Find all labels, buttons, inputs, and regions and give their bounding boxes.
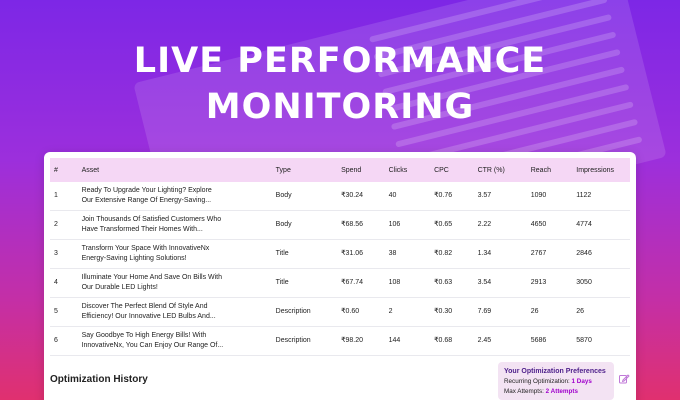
cell-ctr: 2.22 — [473, 210, 527, 240]
asset-line2: Have Transformed Their Homes With... — [81, 226, 203, 233]
cell-type: Body — [271, 182, 338, 211]
cell-impressions: 5870 — [572, 326, 630, 356]
cell-impressions: 2846 — [572, 239, 630, 269]
cell-index: 5 — [50, 297, 78, 327]
asset-line2: Our Durable LED Lights! — [81, 284, 158, 291]
cell-clicks: 2 — [384, 297, 431, 327]
cell-type: Description — [271, 326, 338, 356]
cell-type: Body — [271, 210, 338, 240]
optimization-preferences-box: Your Optimization Preferences Recurring … — [498, 362, 614, 400]
recurring-label: Recurring Optimization: — [504, 378, 570, 385]
table-row[interactable]: 3 Transform Your Space With InnovativeNx… — [50, 239, 630, 269]
cell-ctr: 3.57 — [473, 182, 527, 211]
cell-cpc: ₹0.65 — [430, 210, 474, 240]
optimization-history-title: Optimization History — [50, 374, 148, 385]
cell-spend: ₹31.06 — [337, 239, 385, 269]
cell-index: 3 — [50, 239, 78, 269]
table-row[interactable]: 4 Illuminate Your Home And Save On Bills… — [50, 268, 630, 298]
cell-ctr: 1.34 — [473, 239, 527, 269]
hero-title: LIVE PERFORMANCE MONITORING — [0, 38, 680, 130]
asset-line2: InnovativeNx, You Can Enjoy Our Range Of… — [81, 342, 224, 349]
hero-title-line2: MONITORING — [205, 87, 475, 127]
cell-asset: Ready To Upgrade Your Lighting? Explore O… — [77, 182, 272, 211]
cell-ctr: 2.45 — [473, 326, 527, 356]
cell-spend: ₹0.60 — [337, 297, 385, 327]
cell-spend: ₹68.56 — [337, 210, 385, 240]
cell-spend: ₹98.20 — [337, 326, 385, 356]
cell-index: 4 — [50, 268, 78, 298]
cell-cpc: ₹0.63 — [430, 268, 474, 298]
cell-ctr: 3.54 — [473, 268, 527, 298]
table-row[interactable]: 6 Say Goodbye To High Energy Bills! With… — [50, 326, 630, 356]
col-header-reach[interactable]: Reach — [530, 166, 551, 174]
asset-line1: Illuminate Your Home And Save On Bills W… — [81, 274, 223, 281]
cell-asset: Discover The Perfect Blend Of Style And E… — [77, 297, 272, 327]
table-row[interactable]: 5 Discover The Perfect Blend Of Style An… — [50, 297, 630, 327]
hero-title-line1: LIVE PERFORMANCE — [133, 41, 547, 81]
cell-impressions: 3050 — [572, 268, 630, 298]
recurring-optimization-line: Recurring Optimization: 1 Days — [504, 377, 608, 387]
asset-line1: Ready To Upgrade Your Lighting? Explore — [81, 187, 212, 194]
col-header-cpc[interactable]: CPC — [434, 166, 449, 174]
cell-reach: 2767 — [526, 239, 573, 269]
performance-card: # Asset Type Spend Clicks CPC CTR (%) Re… — [44, 152, 636, 400]
cell-type: Description — [271, 297, 338, 327]
cell-cpc: ₹0.82 — [430, 239, 474, 269]
cell-impressions: 1122 — [572, 182, 630, 211]
col-header-clicks[interactable]: Clicks — [388, 166, 408, 174]
cell-reach: 26 — [526, 297, 573, 327]
asset-line1: Join Thousands Of Satisfied Customers Wh… — [81, 216, 222, 223]
cell-ctr: 7.69 — [473, 297, 527, 327]
cell-type: Title — [271, 239, 338, 269]
cell-reach: 5686 — [526, 326, 573, 356]
asset-line1: Discover The Perfect Blend Of Style And — [81, 303, 208, 310]
cell-reach: 1090 — [526, 182, 573, 211]
cell-clicks: 144 — [384, 326, 431, 356]
cell-asset: Transform Your Space With InnovativeNx En… — [77, 239, 272, 269]
cell-clicks: 38 — [384, 239, 431, 269]
col-header-impressions[interactable]: Impressions — [576, 166, 614, 174]
cell-asset: Illuminate Your Home And Save On Bills W… — [77, 268, 272, 298]
cell-clicks: 106 — [384, 210, 431, 240]
cell-type: Title — [271, 268, 338, 298]
cell-index: 2 — [50, 210, 78, 240]
cell-clicks: 40 — [384, 182, 431, 211]
cell-clicks: 108 — [384, 268, 431, 298]
performance-table: # Asset Type Spend Clicks CPC CTR (%) Re… — [50, 158, 630, 356]
table-header-row: # Asset Type Spend Clicks CPC CTR (%) Re… — [50, 158, 630, 182]
asset-line1: Say Goodbye To High Energy Bills! With — [81, 332, 207, 339]
cell-spend: ₹67.74 — [337, 268, 385, 298]
col-header-index[interactable]: # — [54, 166, 58, 174]
cell-reach: 4650 — [526, 210, 573, 240]
cell-cpc: ₹0.30 — [430, 297, 474, 327]
cell-impressions: 4774 — [572, 210, 630, 240]
col-header-ctr[interactable]: CTR (%) — [477, 166, 505, 174]
cell-asset: Say Goodbye To High Energy Bills! With In… — [77, 326, 272, 356]
table-row[interactable]: 2 Join Thousands Of Satisfied Customers … — [50, 210, 630, 240]
cell-asset: Join Thousands Of Satisfied Customers Wh… — [77, 210, 272, 240]
cell-impressions: 26 — [572, 297, 630, 327]
max-attempts-line: Max Attempts: 2 Attempts — [504, 387, 608, 397]
cell-cpc: ₹0.68 — [430, 326, 474, 356]
preferences-title: Your Optimization Preferences — [504, 368, 606, 375]
cell-cpc: ₹0.76 — [430, 182, 474, 211]
col-header-type[interactable]: Type — [275, 166, 291, 174]
asset-line2: Efficiency! Our Innovative LED Bulbs And… — [81, 313, 216, 320]
cell-index: 6 — [50, 326, 78, 356]
recurring-value: 1 Days — [571, 378, 592, 385]
attempts-label: Max Attempts: — [504, 388, 544, 395]
cell-reach: 2913 — [526, 268, 573, 298]
col-header-spend[interactable]: Spend — [341, 166, 362, 174]
asset-line2: Our Extensive Range Of Energy-Saving... — [81, 197, 212, 204]
col-header-asset[interactable]: Asset — [81, 166, 100, 174]
table-row[interactable]: 1 Ready To Upgrade Your Lighting? Explor… — [50, 182, 630, 211]
edit-icon[interactable] — [618, 373, 630, 385]
attempts-value: 2 Attempts — [545, 388, 578, 395]
asset-line1: Transform Your Space With InnovativeNx — [81, 245, 210, 252]
asset-line2: Energy-Saving Lighting Solutions! — [81, 255, 187, 262]
cell-spend: ₹30.24 — [337, 182, 385, 211]
cell-index: 1 — [50, 182, 78, 211]
